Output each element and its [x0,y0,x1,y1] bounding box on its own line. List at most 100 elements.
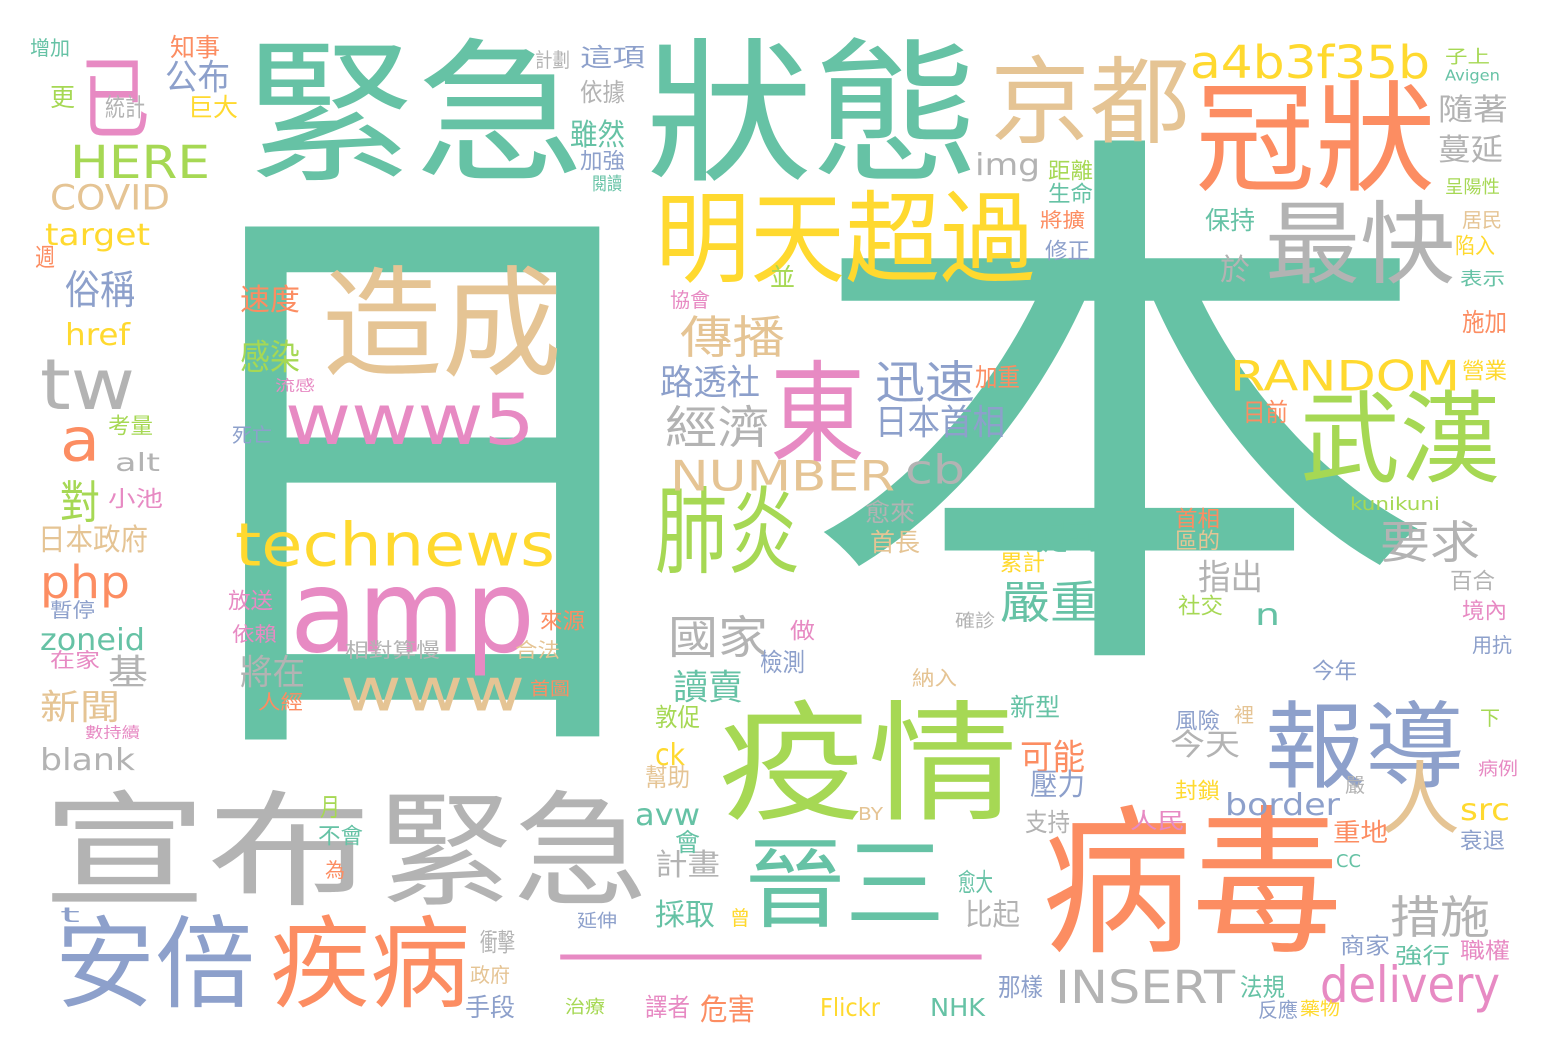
word-u767eu5408: 百合 [1450,568,1495,594]
word-u53efu80fd: 可能 [1020,736,1085,778]
word-ck: ck [655,737,685,773]
word-u4f9du8cf4: 依賴 [232,622,277,646]
word-u52a0u5f37: 加強 [580,148,625,174]
word-u8b6fu8005: 譯者 [645,992,690,1022]
word-u7528u6297: 用抗 [1472,633,1512,657]
word-u5408u6cd5: 合法 [515,638,560,662]
word-u8077u6b0a: 職權 [1460,938,1510,964]
word-u5c0fu6c60: 小池 [108,486,163,512]
word-u5b50u4e0a: 子上 [1445,46,1490,68]
word-u5df2: 已 [80,46,150,153]
word-u75c5u4f8b: 病例 [1478,758,1518,780]
word-u901fu5ea6: 速度 [240,282,300,318]
word-u6578u6301u7e8c: 數持續 [85,723,140,742]
word-blank: blank [40,742,135,778]
word-u589eu52a0: 增加 [30,36,70,60]
word-u570bu5bb6: 國家 [668,610,768,664]
word-u8981u6c42: 要求 [1380,515,1480,569]
word-u63a1u53d6: 採取 [655,897,715,933]
word-u78bau8a3a: 確診 [955,610,995,632]
word-u5ef6u4f38: 延伸 [577,910,617,932]
word-cc: CC [1336,850,1361,872]
word-u56b4u91cd: 嚴重 [1000,575,1100,629]
word-u91cdu5730: 重地 [1333,817,1388,847]
word-u9019u9805: 這項 [580,42,645,72]
word-u65b0u578b: 新型 [1010,692,1060,722]
word-u6703: 會 [675,827,700,857]
word-t: t [60,903,80,927]
word-u7d2fu8a08: 累計 [1000,550,1045,576]
word-u624bu6bb5: 手段 [465,992,515,1022]
word-amp: amp [290,544,535,680]
word-u5340u7684: 區的 [1175,528,1220,554]
word-avigen: Avigen [1445,66,1500,85]
word-u70ba: 為 [325,858,345,882]
word-u5c0d: 對 [60,475,100,529]
word-u5448u967du6027: 呈陽性 [1445,176,1500,198]
word-u65bdu52a0: 施加 [1462,307,1507,337]
word-u75c5u6bd2: 病毒 [1042,790,1342,978]
word-u7d0du5165: 納入 [912,666,957,690]
word-border: border [1225,787,1340,823]
word-u8defu900fu793e: 路透社 [660,361,760,403]
word-u5b89u500d: 安倍 [55,906,255,1023]
word-u8003u91cf: 考量 [108,413,153,439]
word-u5c45u6c11: 居民 [1462,208,1502,232]
word-u95b1u8b80: 閱讀 [592,173,622,195]
word-u8870u9000: 衰退 [1460,828,1505,854]
word-u4e00: 一 [540,924,1000,995]
word-u5831u5c0e: 報導 [1265,691,1465,803]
word-alt: alt [115,447,160,477]
word-u66abu505c: 暫停 [50,598,95,622]
word-u6307u51fa: 指出 [1198,556,1263,598]
word-u4ebau7d93: 人經 [258,690,303,714]
word-u53cdu61c9: 反應 [1258,998,1298,1022]
word-u7d71u8a08: 統計 [105,92,145,122]
word-u660eu5929u8d85u904e: 明天超過 [655,181,1035,298]
word-u793eu4ea4: 社交 [1178,593,1223,619]
word-u4f86u6e90: 來源 [540,608,585,634]
word-u85e5u7269: 藥物 [1300,998,1340,1020]
word-number: NUMBER [670,451,895,501]
word-technews: technews [235,509,555,580]
word-u5728u5bb6: 在家 [50,648,100,672]
word-u751fu547d: 生命 [1048,181,1093,207]
word-u8fc5u901f: 迅速 [875,355,975,409]
word-u5f37u884c: 強行 [1395,943,1450,969]
word-u6771: 東 [770,350,865,479]
word-u56b4: 嚴 [1345,773,1365,797]
word-u6cd5u898f: 法規 [1240,972,1285,1002]
word-u5e6bu52a9: 幫助 [645,762,690,792]
word-php: php [40,555,130,609]
word-u65b0u805e: 新聞 [40,686,120,728]
word-u8513u5ef6: 蔓延 [1438,132,1503,168]
word-nhk: NHK [930,992,985,1022]
word-u96a8u8457: 隨著 [1438,92,1508,128]
word-u4ebau6c11: 人民 [1130,808,1185,834]
word-u71dfu696d: 營業 [1462,358,1507,384]
word-u6566u4fc3: 敦促 [655,702,700,732]
word-u65e5: 日 [150,130,690,844]
word-a: a [60,404,100,475]
word-u65bc: 於 [1220,252,1250,288]
word-u4e26: 並 [770,262,795,292]
word-u51a0u72c0: 冠狀 [1195,69,1435,210]
word-u88e1: 裡 [1234,703,1254,727]
word-u9031: 週 [35,242,55,272]
word-u672c: 本 [800,89,1440,745]
word-random: RANDOM [1230,351,1460,401]
word-u5546u5bb6: 商家 [1340,933,1390,959]
word-u6708: 月 [320,792,340,822]
word-u76eeu524d: 目前 [1243,397,1288,427]
word-u75beu75c5: 疾病 [270,906,470,1023]
word-zoneid: zoneid [40,622,145,658]
word-u72c0u614b: 狀態 [645,24,980,206]
word-u66fe: 曾 [730,906,750,930]
word-u6108u4f86: 愈來 [865,497,915,527]
word-u8a08u5283: 計劃 [535,48,570,72]
word-u7dcau6025: 緊急 [245,24,585,206]
word-u653eu9001: 放送 [228,588,273,614]
word-u80bau708e: 肺炎 [655,476,800,588]
word-u6700u5feb: 最快 [1265,191,1455,298]
word-by: BY [858,803,883,825]
